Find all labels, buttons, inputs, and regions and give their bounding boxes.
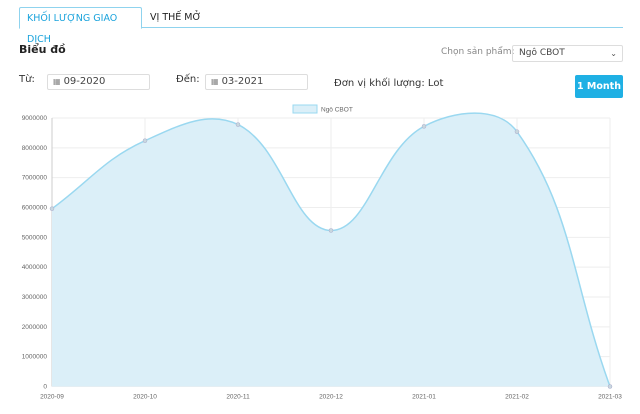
x-tick-label: 2021-03 [598,394,622,401]
y-tick-label: 9000000 [22,115,48,122]
data-point [421,124,427,129]
to-date-input[interactable]: ▦ 03-2021 [205,74,308,90]
data-point [49,206,55,211]
legend-swatch [292,104,318,114]
y-tick-label: 7000000 [22,175,48,182]
x-tick-label: 2020-10 [133,394,157,401]
legend-label: Ngô CBOT [321,107,353,114]
to-label: Đến: [176,74,200,85]
x-tick-label: 2021-01 [412,394,436,401]
data-point [514,129,520,134]
from-label: Từ: [19,74,35,85]
product-value: Ngô CBOT [519,48,565,58]
y-tick-label: 2000000 [22,324,48,331]
y-tick-label: 5000000 [22,234,48,241]
calendar-icon: ▦ [53,77,61,86]
volume-unit: Đơn vị khối lượng: Lot [334,78,444,89]
data-point [328,228,334,233]
y-tick-label: 3000000 [22,294,48,301]
x-tick-label: 2020-09 [40,394,64,401]
y-tick-label: 8000000 [22,145,48,152]
data-point [235,122,241,127]
y-tick-label: 1000000 [22,354,48,361]
volume-chart: 0 1000000 2000000 3000000 4000000 5000000 6000… [22,104,622,401]
x-tick-label: 2021-02 [505,394,529,401]
tab-bar: KHỐI LƯỢNG GIAO DỊCH VỊ THẾ MỞ [19,7,623,45]
one-month-button[interactable]: 1 Month [575,75,623,98]
from-date-value: 09-2020 [63,76,106,87]
data-point [142,138,148,143]
chevron-down-icon: ⌄ [610,49,617,58]
product-select[interactable]: Ngô CBOT ⌄ [512,45,623,62]
tab-trading-volume[interactable]: KHỐI LƯỢNG GIAO DỊCH [19,7,142,45]
from-date-input[interactable]: ▦ 09-2020 [47,74,150,90]
series-area [52,113,610,387]
series-line [51,112,611,387]
data-point [607,384,613,389]
product-label: Chọn sản phẩm: [441,47,515,57]
calendar-icon: ▦ [211,77,219,86]
x-tick-label: 2020-11 [226,394,250,401]
page-title: Biểu đồ [19,43,66,56]
x-tick-label: 2020-12 [319,394,343,401]
y-tick-label: 0 [43,384,47,391]
to-date-value: 03-2021 [221,76,264,87]
y-tick-label: 6000000 [22,205,48,212]
y-tick-label: 4000000 [22,264,48,271]
tab-open-interest[interactable]: VỊ THẾ MỞ [150,12,202,23]
